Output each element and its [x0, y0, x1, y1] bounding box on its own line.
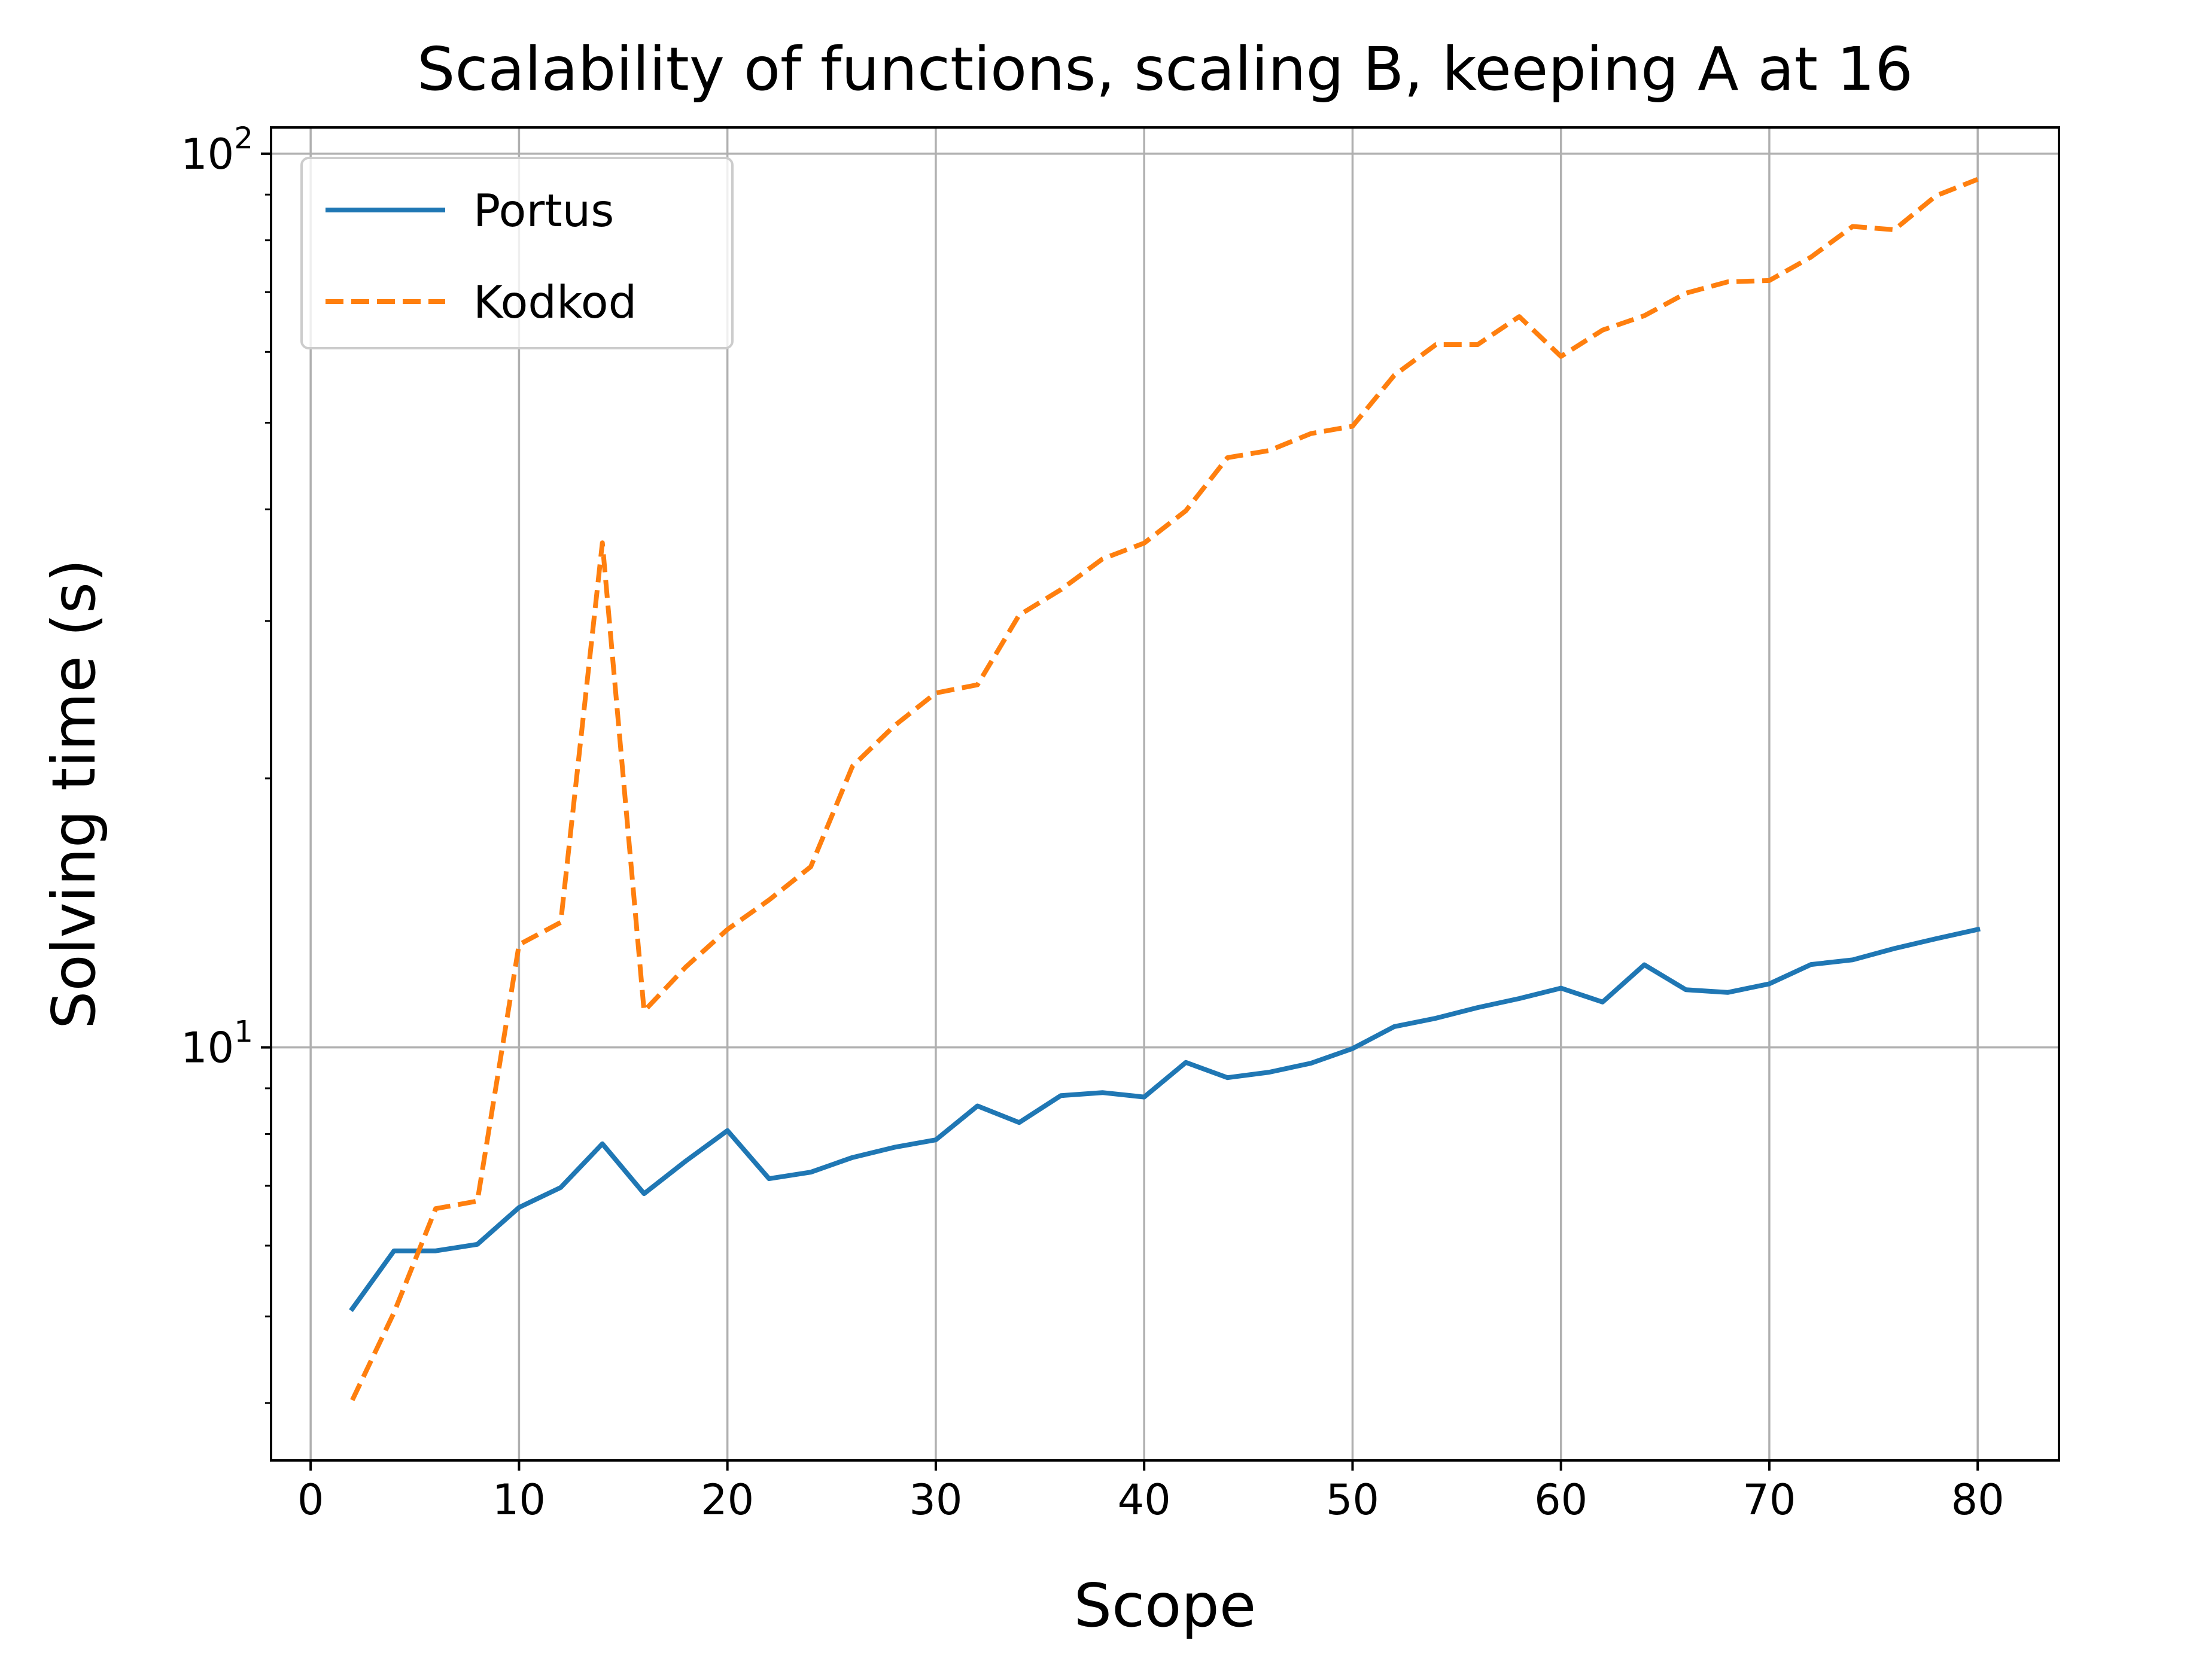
- plot-frame: [270, 126, 2060, 1462]
- x-axis-label: Scope: [1074, 1571, 1257, 1641]
- series-line-kodkod: [350, 176, 1979, 1401]
- x-tick-label: 20: [701, 1475, 754, 1524]
- y-axis-label: Solving time (s): [39, 559, 109, 1029]
- x-tick-label: 60: [1534, 1475, 1587, 1524]
- x-tick-label: 70: [1742, 1475, 1796, 1524]
- y-tick-label: 102: [181, 121, 253, 179]
- x-tick-label: 50: [1326, 1475, 1379, 1524]
- legend: Portus Kodkod: [300, 157, 734, 349]
- legend-label-portus: Portus: [473, 184, 614, 237]
- grid: [271, 127, 2059, 1460]
- x-tick-label: 80: [1951, 1475, 2005, 1524]
- y-tick-label: 101: [181, 1015, 253, 1073]
- series-lines: [349, 176, 1981, 1401]
- series-line-portus: [349, 926, 1981, 1312]
- axis-ticks: 0 10 20 30 40 50 60 70 80 101 102: [181, 121, 2005, 1524]
- chart-title: Scalability of functions, scaling B, kee…: [417, 34, 1913, 104]
- x-tick-label: 40: [1118, 1475, 1171, 1524]
- x-tick-label: 30: [909, 1475, 962, 1524]
- x-tick-label: 10: [492, 1475, 546, 1524]
- legend-label-kodkod: Kodkod: [473, 276, 637, 328]
- x-tick-label: 0: [297, 1475, 324, 1524]
